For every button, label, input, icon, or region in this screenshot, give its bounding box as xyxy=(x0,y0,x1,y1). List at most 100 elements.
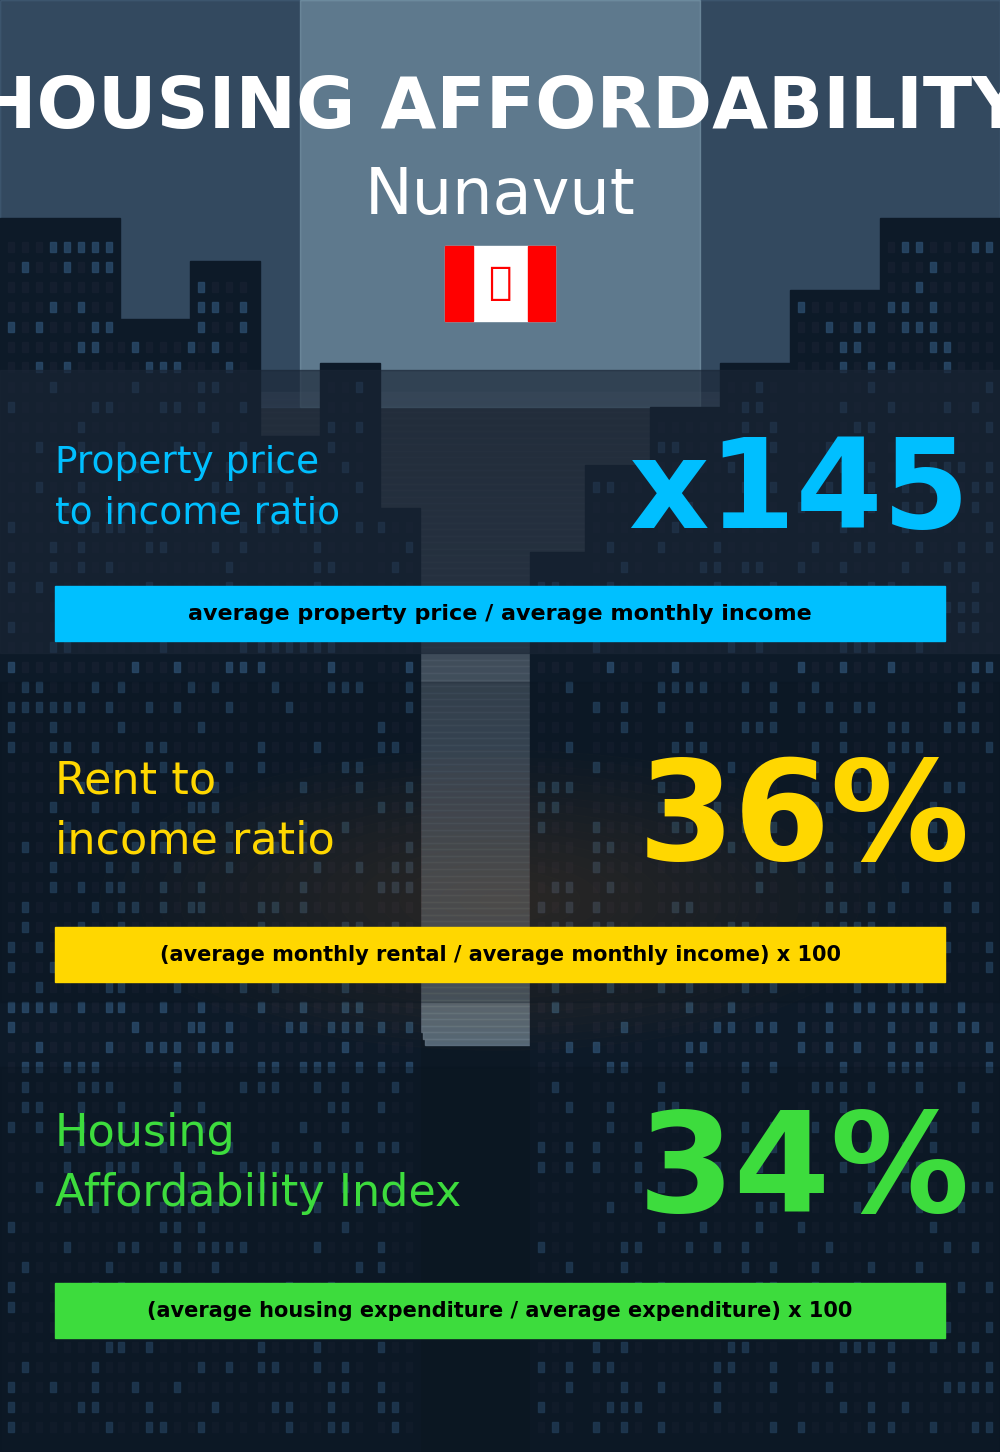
Bar xyxy=(328,842,334,852)
Bar xyxy=(36,1043,42,1053)
Bar xyxy=(958,441,964,452)
Bar xyxy=(272,1382,278,1392)
Bar xyxy=(672,582,678,592)
Bar xyxy=(300,922,306,932)
Bar xyxy=(22,642,28,652)
Bar xyxy=(944,482,950,492)
Bar xyxy=(22,1382,28,1392)
Bar xyxy=(798,662,804,672)
Bar xyxy=(22,762,28,772)
Bar xyxy=(272,1342,278,1352)
Bar xyxy=(756,1202,762,1212)
Bar xyxy=(972,282,978,292)
Bar xyxy=(972,1262,978,1272)
Bar xyxy=(8,822,14,832)
Bar xyxy=(840,582,846,592)
Bar xyxy=(958,1282,964,1292)
Bar xyxy=(700,582,706,592)
Bar xyxy=(378,922,384,932)
Bar xyxy=(240,822,246,832)
Bar xyxy=(314,783,320,791)
Bar xyxy=(944,621,950,632)
Bar xyxy=(198,423,204,433)
Bar xyxy=(635,783,641,791)
Bar xyxy=(635,762,641,772)
Bar xyxy=(607,1162,613,1172)
Bar xyxy=(888,822,894,832)
Bar xyxy=(106,482,112,492)
Bar xyxy=(552,1302,558,1313)
Bar xyxy=(958,963,964,971)
Bar xyxy=(240,1143,246,1151)
Bar xyxy=(160,1143,166,1151)
Bar xyxy=(686,682,692,693)
Bar xyxy=(798,842,804,852)
Bar xyxy=(240,902,246,912)
Bar xyxy=(958,1362,964,1372)
Bar xyxy=(198,862,204,873)
Bar xyxy=(8,322,14,333)
Bar xyxy=(728,842,734,852)
Bar xyxy=(160,482,166,492)
Bar xyxy=(812,1162,818,1172)
Bar xyxy=(240,582,246,592)
Bar xyxy=(868,1282,874,1292)
Bar xyxy=(258,701,264,711)
Bar xyxy=(198,562,204,572)
Bar xyxy=(356,1362,362,1372)
Bar xyxy=(972,1102,978,1112)
Bar xyxy=(986,1061,992,1072)
Bar xyxy=(272,1223,278,1231)
Bar xyxy=(812,603,818,611)
Bar xyxy=(92,1022,98,1032)
Bar xyxy=(146,1302,152,1313)
Bar xyxy=(607,542,613,552)
Bar xyxy=(50,322,56,333)
Bar xyxy=(868,621,874,632)
Bar xyxy=(356,784,644,790)
Bar xyxy=(686,1282,692,1292)
Bar xyxy=(902,502,908,513)
Bar xyxy=(916,1002,922,1012)
Bar xyxy=(854,1102,860,1112)
Bar xyxy=(212,1122,218,1133)
Bar xyxy=(714,1182,720,1192)
Bar xyxy=(78,402,84,412)
Bar xyxy=(198,1122,204,1133)
Bar xyxy=(686,1143,692,1151)
Bar xyxy=(635,822,641,832)
Bar xyxy=(406,1422,412,1432)
Bar xyxy=(50,1302,56,1313)
Bar xyxy=(22,982,28,992)
Bar xyxy=(78,963,84,971)
Bar xyxy=(621,783,627,791)
Bar xyxy=(174,1282,180,1292)
Bar xyxy=(714,783,720,791)
Bar xyxy=(240,1022,246,1032)
Bar xyxy=(146,382,152,392)
Bar xyxy=(406,881,412,892)
Bar xyxy=(106,1422,112,1432)
Bar xyxy=(258,1262,264,1272)
Bar xyxy=(106,742,112,752)
Bar xyxy=(607,881,613,892)
Bar xyxy=(902,822,908,832)
Bar xyxy=(986,682,992,693)
Bar xyxy=(342,1202,348,1212)
Bar xyxy=(812,963,818,971)
Bar xyxy=(314,701,320,711)
Bar xyxy=(378,1223,384,1231)
Bar xyxy=(22,1082,28,1092)
Bar xyxy=(198,282,204,292)
Bar xyxy=(635,942,641,953)
Bar xyxy=(351,764,649,771)
Bar xyxy=(286,762,292,772)
Bar xyxy=(240,1362,246,1372)
Bar xyxy=(944,562,950,572)
Bar xyxy=(930,502,936,513)
Bar xyxy=(314,902,320,912)
Bar xyxy=(538,1262,544,1272)
Bar xyxy=(972,642,978,652)
Bar xyxy=(64,742,70,752)
Bar xyxy=(854,1162,860,1172)
